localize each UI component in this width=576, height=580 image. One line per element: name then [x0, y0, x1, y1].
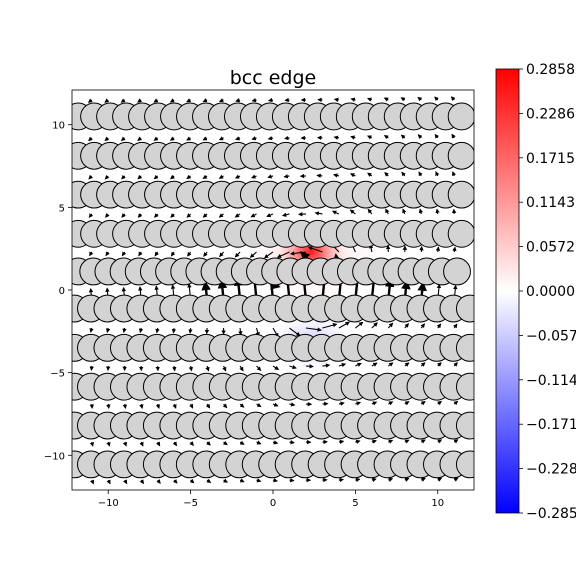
displacement-arrow [437, 209, 438, 214]
atom [448, 181, 475, 208]
y-tick-label: 10 [52, 121, 65, 132]
atom [456, 451, 483, 478]
y-axis: 10 5 0 −5 −10 [44, 121, 72, 463]
colorbar [496, 69, 519, 513]
colorbar-tick-label: −0.2858 [526, 506, 576, 522]
atom [456, 412, 483, 439]
x-tick-label: 0 [270, 498, 276, 509]
displacement-arrow [240, 328, 241, 335]
displacement-arrow [269, 100, 273, 101]
atom [448, 103, 475, 130]
displacement-arrow [190, 328, 191, 333]
displacement-arrow [174, 366, 175, 371]
colorbar-tick-label: 0.0000 [526, 284, 575, 300]
displacement-arrow [285, 138, 290, 139]
colorbar-tick-label: −0.1143 [526, 373, 576, 389]
colorbar-tick-label: −0.2286 [526, 462, 576, 478]
colorbar-tick-label: 0.1143 [526, 195, 575, 211]
colorbar-tick-label: 0.0572 [526, 240, 575, 256]
colorbar-tick-label: −0.1715 [526, 417, 576, 433]
colorbar-tick-label: 0.2858 [526, 62, 575, 78]
atom [456, 295, 483, 322]
displacement-arrow [438, 247, 439, 252]
colorbar-tick-label: 0.2286 [526, 106, 575, 122]
displacement-arrow [108, 404, 109, 408]
atom [444, 258, 471, 285]
y-tick-label: −5 [50, 369, 65, 380]
displacement-arrow [335, 99, 339, 100]
x-tick-label: 10 [431, 498, 444, 509]
displacement-arrow [339, 441, 343, 442]
x-tick-label: −10 [98, 498, 119, 509]
x-tick-label: 5 [352, 498, 358, 509]
colorbar-tick-label: −0.0572 [526, 328, 576, 344]
atom [448, 220, 475, 247]
colorbar-ticks: 0.2858 0.2286 0.1715 0.1143 0.0572 0.0000 −0.0… [519, 62, 576, 522]
atom [448, 142, 475, 169]
displacement-arrow [339, 479, 343, 480]
displacement-arrow [322, 404, 327, 405]
displacement-arrow [173, 328, 174, 333]
displacement-arrow [317, 175, 322, 176]
x-axis: −10 −5 0 5 10 [98, 490, 444, 509]
y-tick-label: 5 [59, 203, 65, 214]
displacement-arrow [125, 404, 126, 408]
chart-title: bcc edge [230, 67, 317, 89]
colorbar-tick-label: 0.1715 [526, 151, 575, 167]
displacement-arrow [289, 480, 293, 481]
atom [456, 373, 483, 400]
atom [456, 334, 483, 361]
y-tick-label: −10 [44, 451, 65, 462]
displacement-arrow [289, 442, 294, 443]
y-tick-label: 0 [59, 286, 65, 297]
x-tick-label: −5 [183, 498, 198, 509]
displacement-arrow [454, 247, 455, 252]
